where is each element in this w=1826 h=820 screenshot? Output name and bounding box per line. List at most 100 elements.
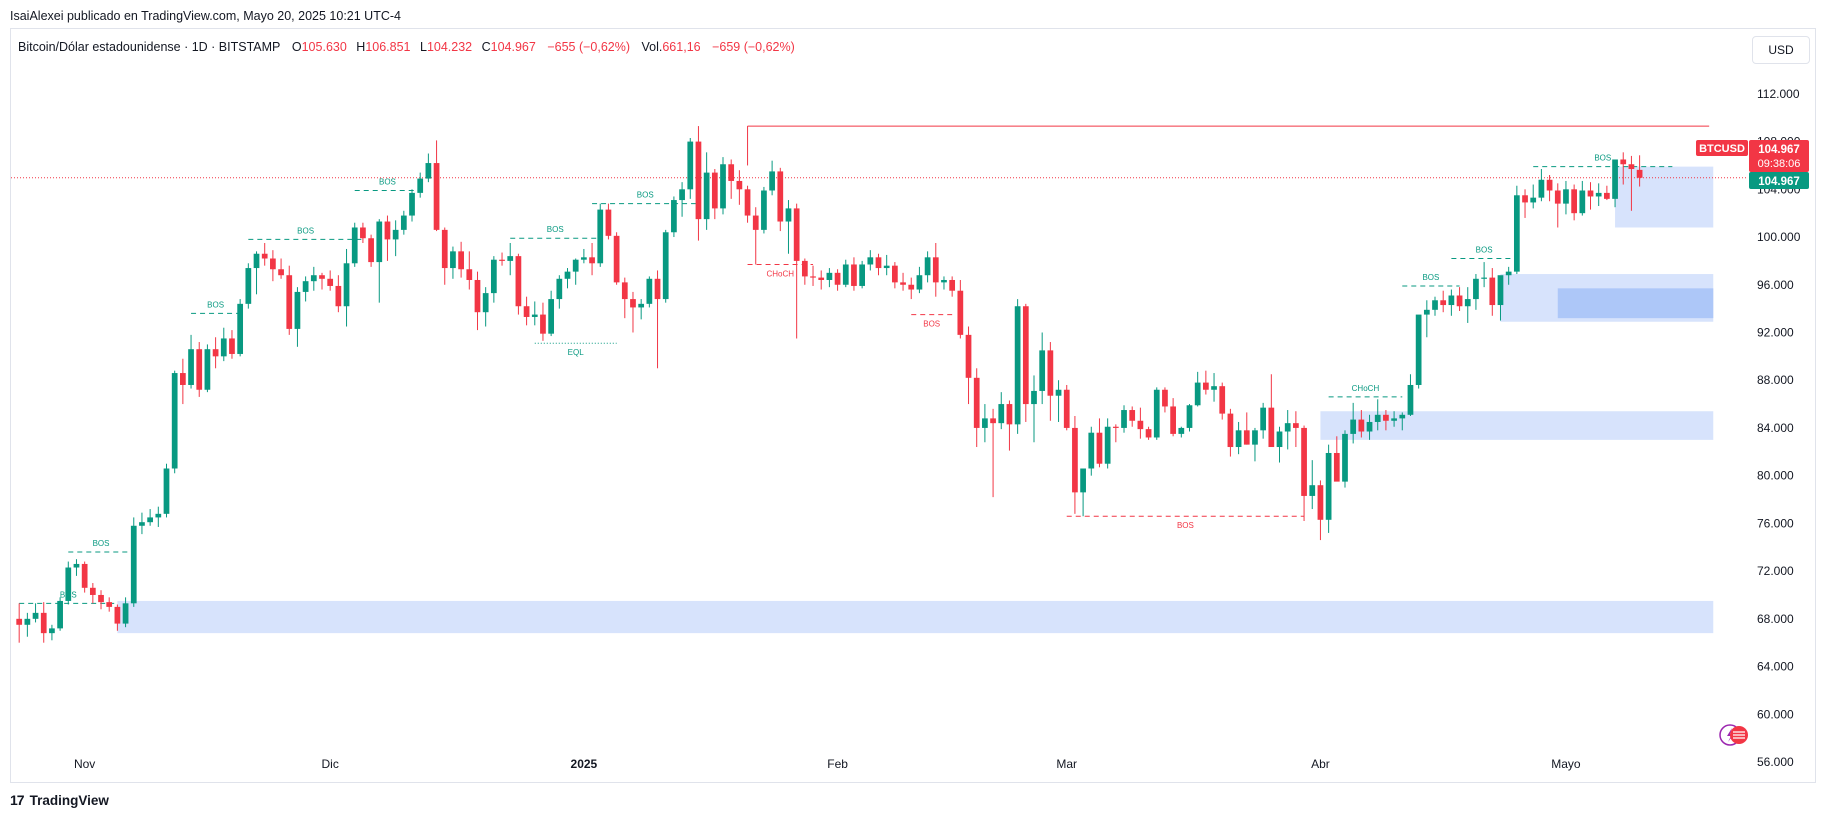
candle-body [810, 276, 816, 278]
currency-button[interactable]: USD [1752, 36, 1810, 64]
tradingview-brand: TradingView [29, 792, 109, 808]
candle-body [466, 269, 473, 280]
candle-body [1252, 430, 1258, 445]
symbol-name[interactable]: Bitcoin/Dólar estadounidense · 1D · BITS… [18, 40, 281, 54]
candle [1022, 303, 1029, 422]
price-chart[interactable]: BOS BOS BOS BOS BOS BOS BOS BOS BOS CHoCH CHoCH BOS… [0, 0, 1826, 790]
candle [1260, 402, 1267, 439]
candle-body [859, 264, 865, 286]
candle-body [57, 600, 63, 629]
candle [319, 272, 325, 290]
candle-body [1325, 452, 1332, 520]
candle [1088, 426, 1095, 476]
candle-body [834, 272, 841, 285]
candle [1554, 183, 1561, 228]
candle-body [270, 258, 276, 270]
candle [1006, 400, 1013, 451]
candle [212, 337, 219, 369]
candle [1358, 410, 1365, 438]
candle [1440, 290, 1447, 313]
candle-body [949, 279, 956, 291]
price-tick: 92.000 [1757, 325, 1794, 339]
candle [1178, 426, 1185, 438]
candle [245, 263, 252, 309]
candle-body [973, 377, 980, 428]
candle-body [1473, 278, 1479, 300]
candle-body [932, 257, 939, 283]
candle [114, 604, 121, 631]
candle-body [24, 618, 31, 625]
candle [875, 253, 882, 276]
candle-body [752, 215, 759, 230]
candle-body [130, 525, 137, 604]
low-value: 104.232 [426, 40, 473, 54]
candle-body [220, 338, 227, 357]
candle-body [1227, 413, 1234, 448]
candle-body [1587, 190, 1594, 197]
candle-body [851, 264, 857, 286]
candle [998, 392, 1005, 430]
price-tick: 96.000 [1757, 278, 1794, 292]
candle [278, 258, 284, 279]
candle [957, 279, 964, 339]
candle [1293, 411, 1299, 448]
time-tick: Abr [1311, 757, 1330, 771]
candle-body [1055, 389, 1062, 396]
candle [605, 203, 612, 240]
candle [270, 250, 276, 282]
candle-body [1047, 350, 1054, 396]
candle-body [1260, 407, 1267, 431]
tradingview-footer[interactable]: 17 TradingView [10, 792, 109, 808]
candle-body [1284, 423, 1291, 432]
candle [360, 222, 366, 243]
candle-body [360, 227, 366, 239]
candle-body [1563, 189, 1569, 204]
candle [482, 287, 489, 327]
candle-body [1137, 420, 1144, 430]
candle-body [908, 284, 915, 290]
candle [1399, 412, 1406, 431]
candle-body [1595, 192, 1602, 197]
candle-body [1530, 197, 1537, 203]
current-price-label: 104.967 [1758, 176, 1800, 188]
candle [1407, 374, 1414, 416]
candle [982, 404, 988, 443]
candle [1276, 426, 1283, 463]
price-tick: 84.000 [1757, 421, 1794, 435]
candle-body [1358, 419, 1365, 432]
candle-body [196, 349, 203, 390]
structure-label-11: BOS [1422, 273, 1439, 282]
candle [163, 463, 170, 518]
candle [1456, 287, 1463, 312]
candle [441, 227, 448, 285]
candle [1039, 332, 1046, 405]
candle [916, 266, 923, 294]
candle-body [515, 256, 522, 307]
price-tick: 56.000 [1757, 755, 1794, 769]
candle [98, 590, 104, 610]
candle [310, 266, 317, 291]
candle-body [728, 164, 735, 181]
candle-body [998, 404, 1005, 424]
volume-value: 661,16 [662, 40, 701, 54]
candle-body [482, 293, 489, 313]
indicator-icon[interactable] [1719, 724, 1748, 746]
candle-body [1620, 159, 1627, 165]
candle [229, 330, 235, 359]
candle-body [400, 215, 407, 230]
candle [924, 251, 931, 283]
candle [327, 270, 334, 291]
candle [679, 182, 685, 217]
candle [1063, 384, 1070, 431]
candle [1202, 370, 1209, 395]
candle-body [711, 172, 718, 209]
structure-lines: BOS BOS BOS BOS BOS BOS BOS BOS BOS CHoCH CHoCH BOS… [19, 154, 1673, 604]
candle-body [1301, 427, 1307, 496]
candle [793, 203, 800, 339]
candle-body [1276, 431, 1283, 448]
time-tick: Mayo [1551, 757, 1581, 771]
candle [179, 358, 186, 405]
candle-body [237, 303, 244, 354]
candle [1211, 373, 1217, 402]
candle [450, 246, 456, 279]
